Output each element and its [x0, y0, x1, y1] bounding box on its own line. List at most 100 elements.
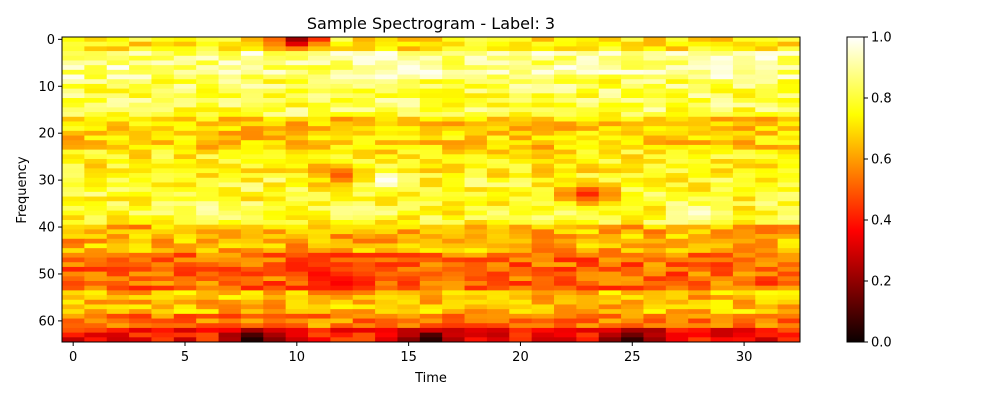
heatmap-cell	[732, 309, 756, 315]
heatmap-cell	[531, 121, 555, 127]
heatmap-cell	[442, 46, 465, 52]
heatmap-cell	[240, 327, 264, 334]
heatmap-cell	[576, 41, 600, 47]
heatmap-cell	[710, 252, 734, 258]
heatmap-cell	[621, 313, 644, 319]
heatmap-cell	[598, 281, 622, 287]
heatmap-cell	[531, 276, 555, 282]
heatmap-cell	[710, 168, 734, 174]
heatmap-cell	[285, 65, 309, 71]
heatmap-cell	[84, 210, 108, 216]
heatmap-cell	[397, 69, 421, 75]
heatmap-cell	[464, 234, 488, 240]
heatmap-cell	[173, 144, 197, 151]
heatmap-cell	[129, 220, 152, 226]
heatmap-cell	[62, 135, 85, 141]
heatmap-cell	[397, 252, 421, 258]
heatmap-cell	[263, 83, 287, 90]
heatmap-cell	[598, 238, 622, 244]
heatmap-cell	[777, 79, 801, 85]
heatmap-cell	[710, 154, 734, 160]
heatmap-cell	[84, 271, 108, 277]
heatmap-cell	[665, 154, 689, 160]
heatmap-cell	[263, 224, 287, 230]
heatmap-cell	[285, 271, 309, 277]
heatmap-cell	[285, 154, 309, 160]
heatmap-cell	[419, 290, 443, 296]
heatmap-cell	[151, 220, 175, 226]
heatmap-cell	[732, 196, 756, 202]
heatmap-cell	[375, 229, 398, 235]
heatmap-cell	[308, 220, 331, 226]
heatmap-cell	[442, 215, 465, 221]
heatmap-cell	[240, 159, 264, 165]
heatmap-cell	[621, 107, 644, 113]
heatmap-cell	[218, 243, 242, 249]
heatmap-cell	[665, 215, 689, 221]
heatmap-cell	[397, 210, 421, 216]
heatmap-cell	[62, 210, 85, 216]
heatmap-cell	[732, 201, 756, 207]
x-tick-label: 10	[289, 350, 306, 365]
heatmap-cell	[419, 187, 443, 193]
heatmap-cell	[554, 144, 577, 151]
heatmap-cell	[576, 276, 600, 282]
heatmap-cell	[598, 112, 622, 118]
heatmap-cell	[308, 144, 331, 151]
heatmap-cell	[554, 159, 577, 165]
heatmap-cell	[330, 252, 354, 258]
heatmap-cell	[464, 262, 488, 268]
heatmap-cell	[464, 323, 488, 329]
heatmap-cell	[732, 93, 756, 99]
heatmap-cell	[308, 112, 331, 118]
heatmap-cell	[84, 309, 108, 315]
heatmap-cell	[62, 201, 85, 207]
heatmap-cell	[464, 220, 488, 226]
heatmap-cell	[240, 281, 264, 287]
heatmap-cell	[554, 257, 577, 263]
heatmap-cell	[375, 323, 398, 329]
heatmap-cell	[598, 55, 622, 61]
heatmap-cell	[129, 37, 152, 43]
heatmap-cell	[643, 220, 667, 226]
heatmap-cell	[352, 163, 376, 169]
heatmap-cell	[576, 69, 600, 75]
heatmap-cell	[665, 318, 689, 324]
heatmap-cell	[643, 243, 667, 249]
heatmap-cell	[755, 252, 779, 258]
heatmap-cell	[218, 93, 242, 99]
heatmap-cell	[308, 98, 331, 104]
heatmap-cell	[710, 257, 734, 263]
heatmap-cell	[442, 257, 465, 263]
heatmap-cell	[509, 229, 533, 235]
heatmap-cell	[196, 182, 219, 188]
heatmap-cell	[84, 102, 108, 108]
heatmap-cell	[665, 88, 689, 94]
heatmap-cell	[486, 248, 510, 254]
heatmap-cell	[710, 313, 734, 319]
heatmap-cell	[509, 220, 533, 226]
heatmap-cell	[554, 210, 577, 216]
heatmap-cell	[643, 229, 667, 235]
heatmap-cell	[621, 112, 644, 118]
heatmap-cell	[464, 154, 488, 160]
heatmap-cell	[263, 135, 287, 141]
heatmap-cell	[330, 234, 354, 240]
heatmap-cell	[397, 55, 421, 61]
heatmap-cell	[106, 107, 130, 113]
heatmap-cell	[285, 121, 309, 127]
heatmap-cell	[263, 332, 287, 338]
heatmap-cell	[352, 243, 376, 249]
heatmap-cell	[732, 168, 756, 174]
heatmap-cell	[196, 276, 219, 282]
heatmap-cell	[464, 79, 488, 85]
heatmap-cell	[665, 144, 689, 151]
heatmap-cell	[263, 37, 287, 43]
heatmap-cell	[263, 304, 287, 310]
heatmap-cell	[352, 201, 376, 207]
y-tick-label: 40	[38, 221, 55, 236]
heatmap-cell	[464, 327, 488, 334]
heatmap-cell	[643, 234, 667, 240]
heatmap-cell	[129, 46, 152, 52]
